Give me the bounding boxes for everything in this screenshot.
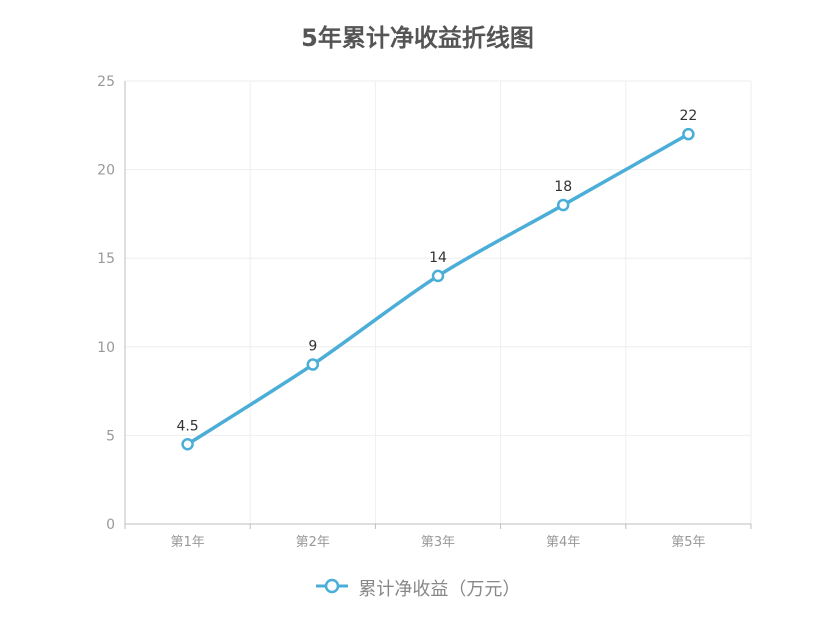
series-line — [186, 132, 690, 446]
data-label: 4.5 — [176, 418, 198, 434]
y-tick-label: 0 — [106, 517, 115, 533]
data-label: 14 — [429, 250, 447, 266]
x-tick-label: 第4年 — [546, 535, 580, 550]
x-tick-label: 第2年 — [296, 535, 330, 550]
x-tick-label: 第3年 — [421, 535, 455, 550]
legend-line-circle-icon — [315, 577, 349, 600]
x-tick-label: 第5年 — [671, 535, 705, 550]
axis-layer: 0 5 10 15 20 25 第1年 第2年 第3年 第4年 第5年 — [97, 74, 752, 550]
data-label: 18 — [554, 179, 572, 195]
data-point[interactable] — [181, 438, 194, 451]
data-point[interactable] — [431, 269, 445, 283]
x-tick-label: 第1年 — [170, 535, 204, 550]
data-label: 9 — [308, 339, 317, 355]
chart-title: 5年累计净收益折线图 — [301, 24, 534, 52]
y-tick-label: 25 — [97, 74, 115, 90]
data-label: 22 — [679, 108, 697, 124]
data-point[interactable] — [556, 198, 570, 212]
series-layer — [181, 127, 695, 451]
legend[interactable]: 累计净收益（万元） — [0, 575, 835, 601]
y-tick-label: 15 — [97, 251, 115, 267]
data-point[interactable] — [306, 358, 320, 371]
legend-label: 累计净收益（万元） — [358, 579, 521, 600]
y-tick-label: 10 — [97, 340, 115, 356]
data-point[interactable] — [682, 127, 695, 141]
grid-layer — [124, 80, 752, 524]
y-tick-label: 20 — [97, 163, 115, 179]
y-tick-label: 5 — [106, 428, 115, 444]
data-label-layer: 4.5 9 14 18 22 — [176, 108, 697, 434]
